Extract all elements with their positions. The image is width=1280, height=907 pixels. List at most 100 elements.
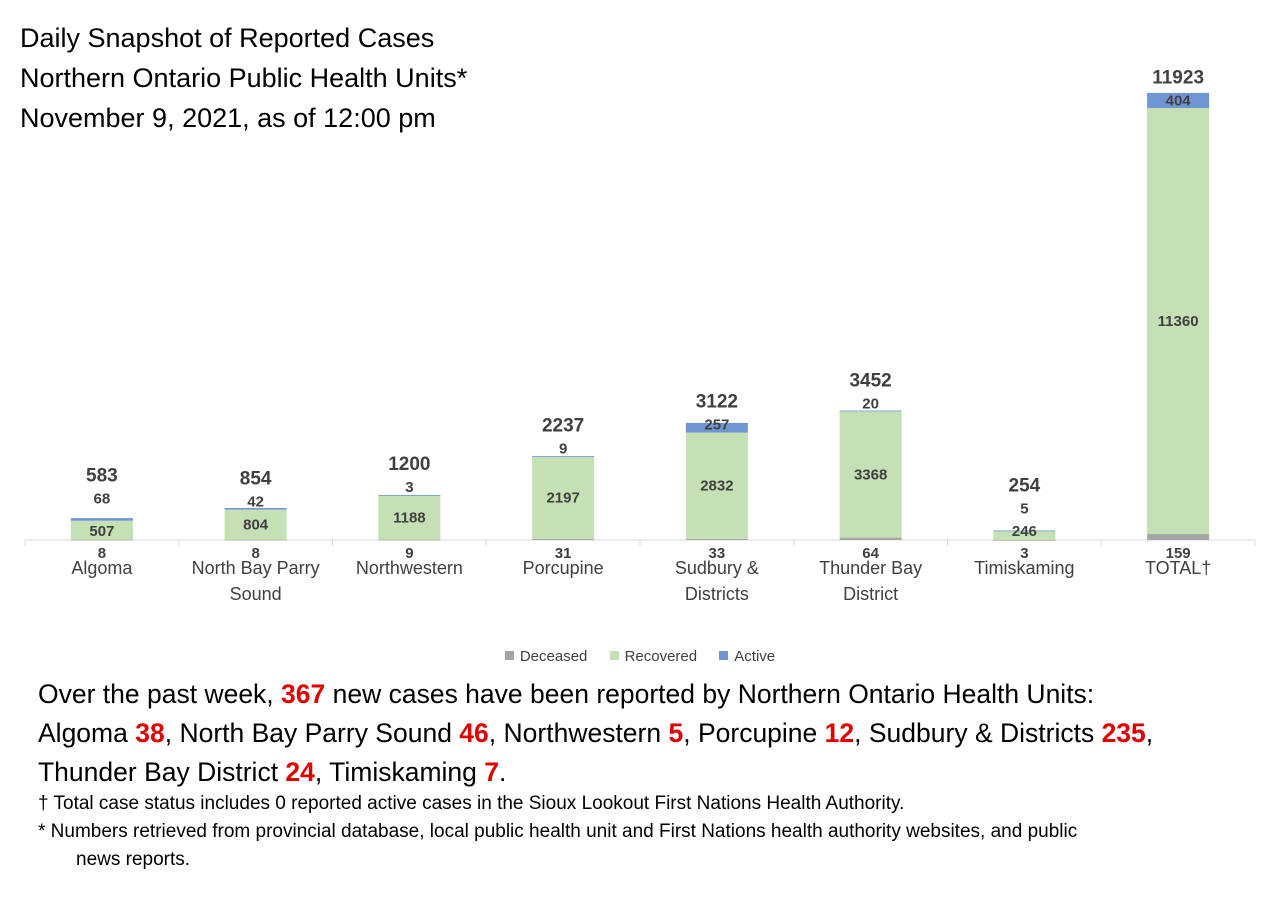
summary-total-new: 367 [281, 679, 326, 709]
summary-unit-value: 235 [1101, 718, 1146, 748]
summary-sep: , [1145, 718, 1154, 748]
bar-active [532, 456, 595, 457]
footnote-star-line-1: * Numbers retrieved from provincial data… [38, 821, 1078, 842]
chart-legend: Deceased Recovered Active [0, 648, 1280, 665]
legend-label-active: Active [734, 648, 776, 665]
summary-unit-name: North Bay Parry Sound [179, 718, 460, 748]
data-label-total: 583 [86, 466, 118, 487]
legend-label-recovered: Recovered [624, 648, 698, 665]
data-label-total: 254 [1009, 476, 1041, 497]
title-line-3: November 9, 2021, as of 12:00 pm [20, 103, 436, 133]
data-label-deceased: 8 [251, 545, 259, 562]
bar-recovered [1147, 108, 1210, 535]
data-label-recovered: 1188 [393, 509, 426, 526]
data-label-active: 3 [405, 479, 413, 496]
data-label-deceased: 31 [555, 545, 572, 562]
bar-deceased [1147, 534, 1210, 540]
x-tick-label: Timiskaming [974, 558, 1074, 578]
x-tick-label: Porcupine [523, 558, 604, 578]
x-tick-label: Northwestern [356, 558, 463, 578]
x-tick-label: Sound [230, 584, 282, 604]
data-label-recovered: 2832 [700, 478, 733, 495]
footnote-star-line-2: news reports. [76, 849, 191, 870]
bar-deceased [685, 538, 748, 540]
data-label-deceased: 33 [709, 545, 726, 562]
bar-recovered [685, 432, 748, 539]
summary-unit-value: 5 [668, 718, 684, 748]
legend-swatch-deceased [504, 651, 514, 660]
chart-title: Daily Snapshot of Reported Cases Norther… [20, 18, 467, 138]
x-tick-label: North Bay Parry [192, 558, 320, 578]
legend-item-deceased: Deceased [504, 648, 587, 665]
data-label-active: 257 [704, 417, 729, 434]
summary-unit-name: Northwestern [503, 718, 669, 748]
bar-active [1147, 92, 1210, 109]
bar-deceased [839, 537, 902, 540]
bar-deceased [378, 539, 441, 541]
summary-unit-name: Thunder Bay District [38, 757, 286, 787]
data-label-recovered: 804 [243, 517, 269, 534]
data-label-active: 42 [247, 494, 264, 511]
footnotes: † Total case status includes 0 reported … [38, 790, 1268, 874]
data-label-total: 854 [240, 469, 272, 490]
summary-unit-value: 24 [285, 757, 315, 787]
data-label-recovered: 246 [1012, 523, 1037, 540]
summary-sep: , [164, 718, 180, 748]
legend-swatch-recovered [609, 651, 619, 660]
bar-deceased [532, 538, 595, 540]
data-label-deceased: 3 [1020, 545, 1028, 562]
data-label-active: 5 [1020, 501, 1028, 518]
bar-recovered [224, 509, 287, 540]
data-label-total: 2237 [542, 415, 584, 436]
bar-active [993, 530, 1056, 532]
data-label-total: 1200 [388, 454, 430, 475]
data-label-deceased: 9 [405, 545, 413, 562]
data-label-deceased: 64 [862, 545, 879, 562]
x-tick-label: District [843, 584, 898, 604]
data-label-recovered: 11360 [1158, 313, 1199, 330]
summary-sep: , [854, 718, 869, 748]
x-tick-label: Thunder Bay [819, 558, 922, 578]
summary-unit-value: 38 [135, 718, 165, 748]
footnote-dagger: † Total case status includes 0 reported … [38, 793, 905, 814]
summary-unit-name: Sudbury & Districts [868, 718, 1102, 748]
x-tick-label: Districts [685, 584, 749, 604]
weekly-summary: Over the past week, 367 new cases have b… [38, 675, 1268, 792]
data-label-active: 68 [94, 491, 111, 508]
data-label-active: 404 [1166, 92, 1192, 109]
summary-intro: Over the past week, [38, 679, 282, 709]
bar-recovered [378, 495, 441, 540]
summary-unit-name: Timiskaming [329, 757, 485, 787]
data-label-deceased: 159 [1166, 545, 1191, 562]
summary-unit-value: 7 [484, 757, 499, 787]
data-label-active: 9 [559, 440, 567, 457]
bar-active [685, 422, 748, 433]
x-tick-label: Algoma [71, 558, 133, 578]
data-label-total: 3452 [849, 370, 891, 391]
title-line-1: Daily Snapshot of Reported Cases [20, 23, 435, 53]
bar-recovered [839, 411, 902, 538]
bar-deceased [224, 539, 287, 541]
x-tick-label: Sudbury & [675, 558, 759, 578]
bar-active [224, 507, 287, 510]
summary-intro-end: new cases have been reported by Northern… [325, 679, 1095, 709]
data-label-recovered: 3368 [854, 466, 887, 483]
data-label-total: 11923 [1152, 67, 1204, 88]
legend-item-active: Active [719, 648, 775, 665]
bar-active [70, 518, 133, 521]
data-label-recovered: 2197 [546, 490, 579, 507]
bar-active [839, 410, 902, 412]
summary-unit-name: Porcupine [697, 718, 825, 748]
summary-sep: , [314, 757, 330, 787]
summary-sep: . [499, 757, 507, 787]
bar-deceased [993, 539, 1056, 541]
bar-deceased [70, 539, 133, 541]
bar-recovered [532, 456, 595, 539]
summary-unit-value: 12 [824, 718, 855, 748]
legend-item-recovered: Recovered [609, 648, 698, 665]
summary-unit-value: 46 [459, 718, 489, 748]
legend-swatch-active [719, 651, 729, 660]
summary-sep: , [488, 718, 504, 748]
data-label-total: 3122 [696, 392, 738, 413]
